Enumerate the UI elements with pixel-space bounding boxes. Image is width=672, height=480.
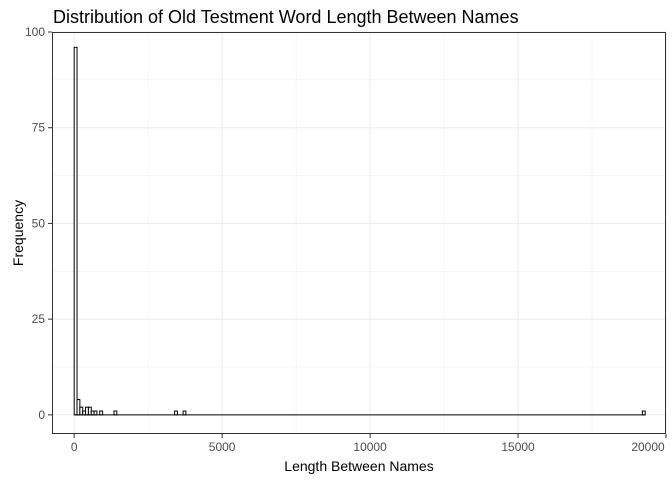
histogram-bar [93,410,98,416]
histogram-bar [182,410,187,416]
histogram-bar [99,410,104,416]
y-axis-ticks: 0 25 50 75 100 [25,25,52,422]
y-tick-label: 75 [32,121,46,135]
x-tick-label: 15000 [501,440,535,454]
histogram-bar [73,46,78,416]
x-tick-label: 5000 [209,440,236,454]
histogram-bar [113,410,118,416]
histogram-bar [174,410,178,416]
x-tick-label: 10000 [353,440,387,454]
x-axis-title: Length Between Names [284,458,433,474]
histogram-bar [641,410,646,416]
y-tick-label: 100 [25,25,45,39]
y-tick-label: 0 [38,408,45,422]
x-tick-label: 0 [71,440,78,454]
y-axis-title: Frequency [10,200,26,266]
y-tick-label: 25 [32,312,46,326]
x-tick-label: 20000 [631,440,665,454]
minor-gridlines [52,32,666,434]
x-axis-ticks: 0 5000 10000 15000 20000 [71,434,667,454]
panel-border [52,32,666,434]
plot-panel [52,32,666,434]
y-tick-label: 50 [32,216,46,230]
chart-title: Distribution of Old Testment Word Length… [53,7,519,27]
